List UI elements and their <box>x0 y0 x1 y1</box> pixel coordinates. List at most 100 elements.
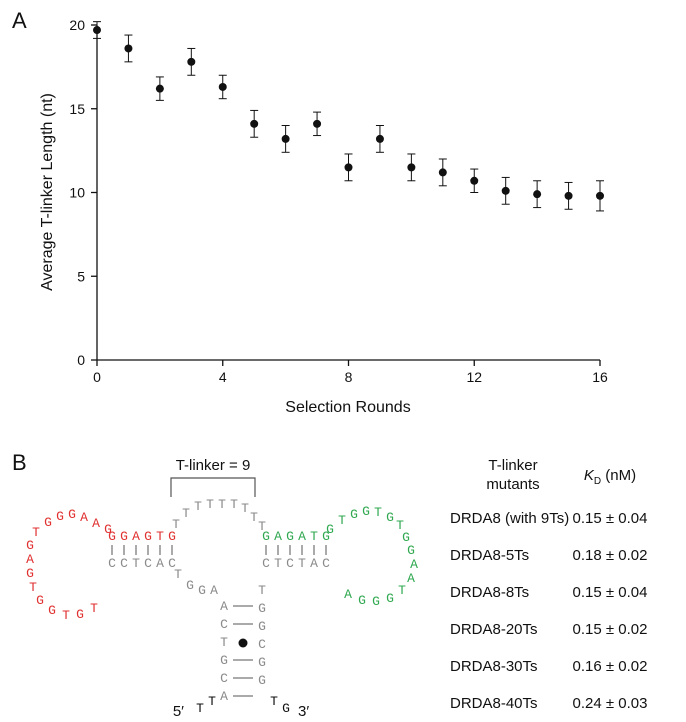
green-stem-nucleotide: A <box>274 529 282 544</box>
panel-b-label: B <box>12 450 27 475</box>
kd-value: 0.15 ± 0.04 <box>573 510 648 527</box>
data-point <box>344 163 353 172</box>
red-stem-nucleotide: G <box>108 529 116 544</box>
table-row: DRDA8-40Ts 0.24 ± 0.03 <box>450 695 647 712</box>
red-loop-nucleotide: G <box>76 607 84 622</box>
mutant-name: DRDA8-8Ts <box>450 584 529 601</box>
stem-right-nucleotide: T <box>258 583 266 598</box>
y-tick-label: 0 <box>77 352 85 368</box>
table-row: DRDA8 (with 9Ts) 0.15 ± 0.04 <box>450 510 647 527</box>
green-loop-nucleotide: G <box>402 530 410 545</box>
t-linker-bracket: T-linker = 9 <box>170 457 256 497</box>
stem-right-nucleotide: C <box>258 637 266 652</box>
y-tick-label: 20 <box>69 17 85 33</box>
kd-symbol: K <box>584 467 595 484</box>
grey-stem-nucleotide: A <box>156 556 164 571</box>
grey-stem-nucleotide: C <box>144 556 152 571</box>
wobble-pair-dot <box>238 638 248 648</box>
red-loop-nucleotide: G <box>36 593 44 608</box>
kd-unit: (nM) <box>601 467 636 484</box>
red-stem-nucleotide: A <box>132 529 140 544</box>
y-tick-label: 15 <box>69 101 85 117</box>
red-stem-nucleotide: G <box>120 529 128 544</box>
green-loop-nucleotide: G <box>407 543 415 558</box>
y-axis-title: Average T-linker Length (nt) <box>39 93 56 291</box>
stem-right-nucleotide: G <box>258 673 266 688</box>
stem-left-nucleotide: A <box>220 689 228 704</box>
red-loop-nucleotide: G <box>26 566 34 581</box>
red-loop-nucleotide: G <box>56 509 64 524</box>
kd-value: 0.16 ± 0.02 <box>573 658 648 675</box>
tail-nucleotide: T <box>196 701 204 716</box>
grey-stem-nucleotide: T <box>274 556 282 571</box>
grey-junction-nucleotide: G <box>198 583 206 598</box>
red-loop-nucleotide: G <box>48 603 56 618</box>
data-point <box>596 191 604 200</box>
t-linker-nucleotide: T <box>241 501 249 516</box>
stem-left-nucleotide: T <box>220 635 228 650</box>
green-stem-nucleotide: G <box>262 529 270 544</box>
green-loop-nucleotide: T <box>338 513 346 528</box>
data-point <box>533 190 542 199</box>
stem-right-nucleotide: G <box>258 619 266 634</box>
red-stem-nucleotide: G <box>144 529 152 544</box>
x-tick-label: 4 <box>219 369 227 385</box>
t-linker-nucleotide: T <box>172 517 180 532</box>
t-linker-nucleotide: T <box>218 497 226 512</box>
grey-junction-nucleotide: G <box>186 578 194 593</box>
t-linker-nucleotide: T <box>182 506 190 521</box>
red-loop-nucleotide: G <box>26 538 34 553</box>
grey-stem-nucleotide: T <box>132 556 140 571</box>
mutant-name: DRDA8-40Ts <box>450 695 538 712</box>
grey-stem-nucleotide: C <box>108 556 116 571</box>
stem-left-nucleotide: C <box>220 671 228 686</box>
stem-right-nucleotide: G <box>258 601 266 616</box>
table-row: DRDA8-20Ts 0.15 ± 0.02 <box>450 621 647 638</box>
mutant-name: DRDA8-20Ts <box>450 621 538 638</box>
green-loop-nucleotide: T <box>398 583 406 598</box>
red-loop-nucleotide: T <box>29 580 37 595</box>
grey-junction-nucleotide: A <box>210 583 218 598</box>
t-linker-nucleotide: T <box>206 497 214 512</box>
stem-left-nucleotide: G <box>220 653 228 668</box>
green-loop-nucleotide: A <box>344 587 352 602</box>
red-loop-nucleotide: A <box>80 510 88 525</box>
green-loop-nucleotide: G <box>386 591 394 606</box>
tail-nucleotide: T <box>208 694 216 709</box>
mutant-name: DRDA8-5Ts <box>450 547 529 564</box>
data-point <box>124 44 133 53</box>
scatter-chart: 0 4 8 12 16 0 5 10 15 20 Selection Rounds Averag… <box>39 17 608 416</box>
green-loop-nucleotide: G <box>358 593 366 608</box>
green-stem-nucleotide: A <box>298 529 306 544</box>
red-loop-nucleotide: T <box>62 608 70 623</box>
table-row: DRDA8-30Ts 0.16 ± 0.02 <box>450 658 647 675</box>
t-linker-label: T-linker = 9 <box>176 457 251 474</box>
green-loop-nucleotide: G <box>362 504 370 519</box>
green-stem-nucleotide: G <box>286 529 294 544</box>
stem-right-nucleotide: G <box>258 655 266 670</box>
green-loop-nucleotide: T <box>396 518 404 533</box>
y-tick-label: 10 <box>69 185 85 201</box>
data-point <box>313 119 322 128</box>
t-linker-nucleotide: T <box>250 510 258 525</box>
data-point <box>501 186 510 195</box>
x-tick-label: 16 <box>592 369 608 385</box>
kd-value: 0.15 ± 0.02 <box>573 621 648 638</box>
data-point <box>281 134 290 143</box>
red-stem-nucleotide: G <box>168 529 176 544</box>
stem-left-nucleotide: C <box>220 617 228 632</box>
table-header-kd: KD (nM) <box>584 467 636 487</box>
kd-value: 0.18 ± 0.02 <box>573 547 648 564</box>
green-loop-nucleotide: A <box>407 571 415 586</box>
data-point <box>93 26 101 35</box>
green-loop-nucleotide: G <box>386 510 394 525</box>
data-point <box>564 191 573 200</box>
table-row: DRDA8-8Ts 0.15 ± 0.04 <box>450 584 647 601</box>
mutant-name: DRDA8 (with 9Ts) <box>450 510 569 527</box>
data-point <box>438 168 447 177</box>
grey-stem-nucleotide: T <box>298 556 306 571</box>
table-header-mutants-line1: T-linker <box>488 457 537 474</box>
t-linker-nucleotide: T <box>258 519 266 534</box>
